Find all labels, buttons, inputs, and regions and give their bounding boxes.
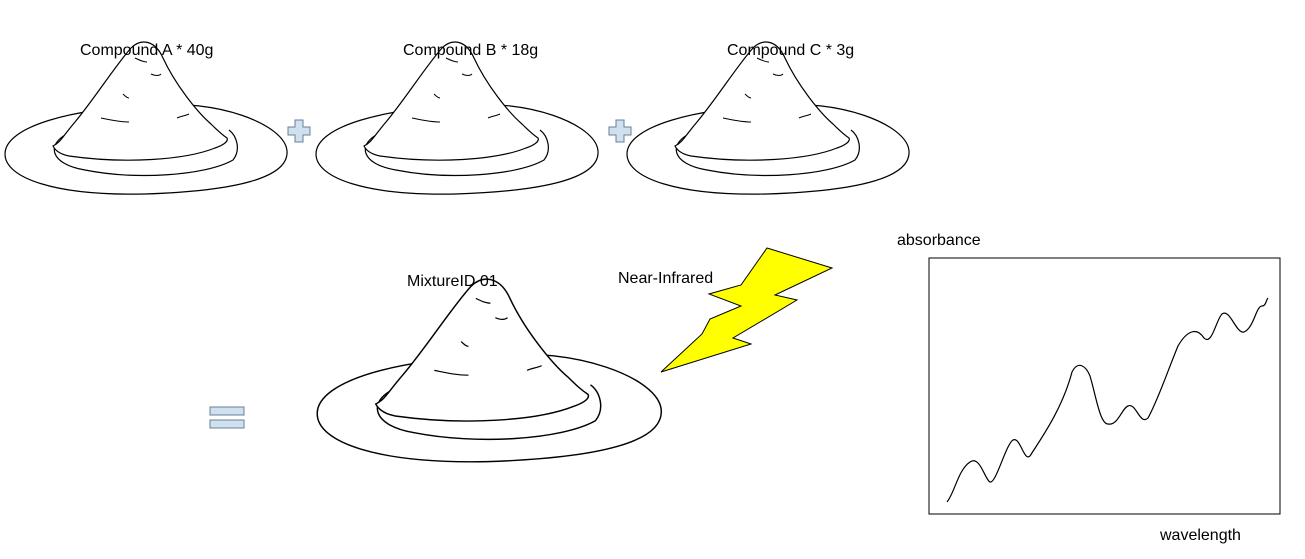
equals-icon [209,406,245,429]
plus-icon [608,119,632,143]
mixture-pile [316,278,663,463]
spectrum-y-label: absorbance [897,232,981,249]
spectrum-frame [928,257,1281,515]
near-infrared-label: Near-Infrared [618,270,714,287]
spectrum-curve [946,297,1269,503]
mixture-label: MixtureID 01 [407,273,498,290]
compound-a-pile [4,41,288,195]
compound-b-pile [315,41,599,195]
lightning-bolt-icon [660,247,834,373]
compound-c-pile [626,41,910,195]
plus-icon [287,119,311,143]
compound-c-label: Compound C * 3g [727,42,855,59]
spectrum-x-label: wavelength [1160,527,1241,544]
compound-b-label: Compound B * 18g [403,42,539,59]
compound-a-label: Compound A * 40g [80,42,214,59]
